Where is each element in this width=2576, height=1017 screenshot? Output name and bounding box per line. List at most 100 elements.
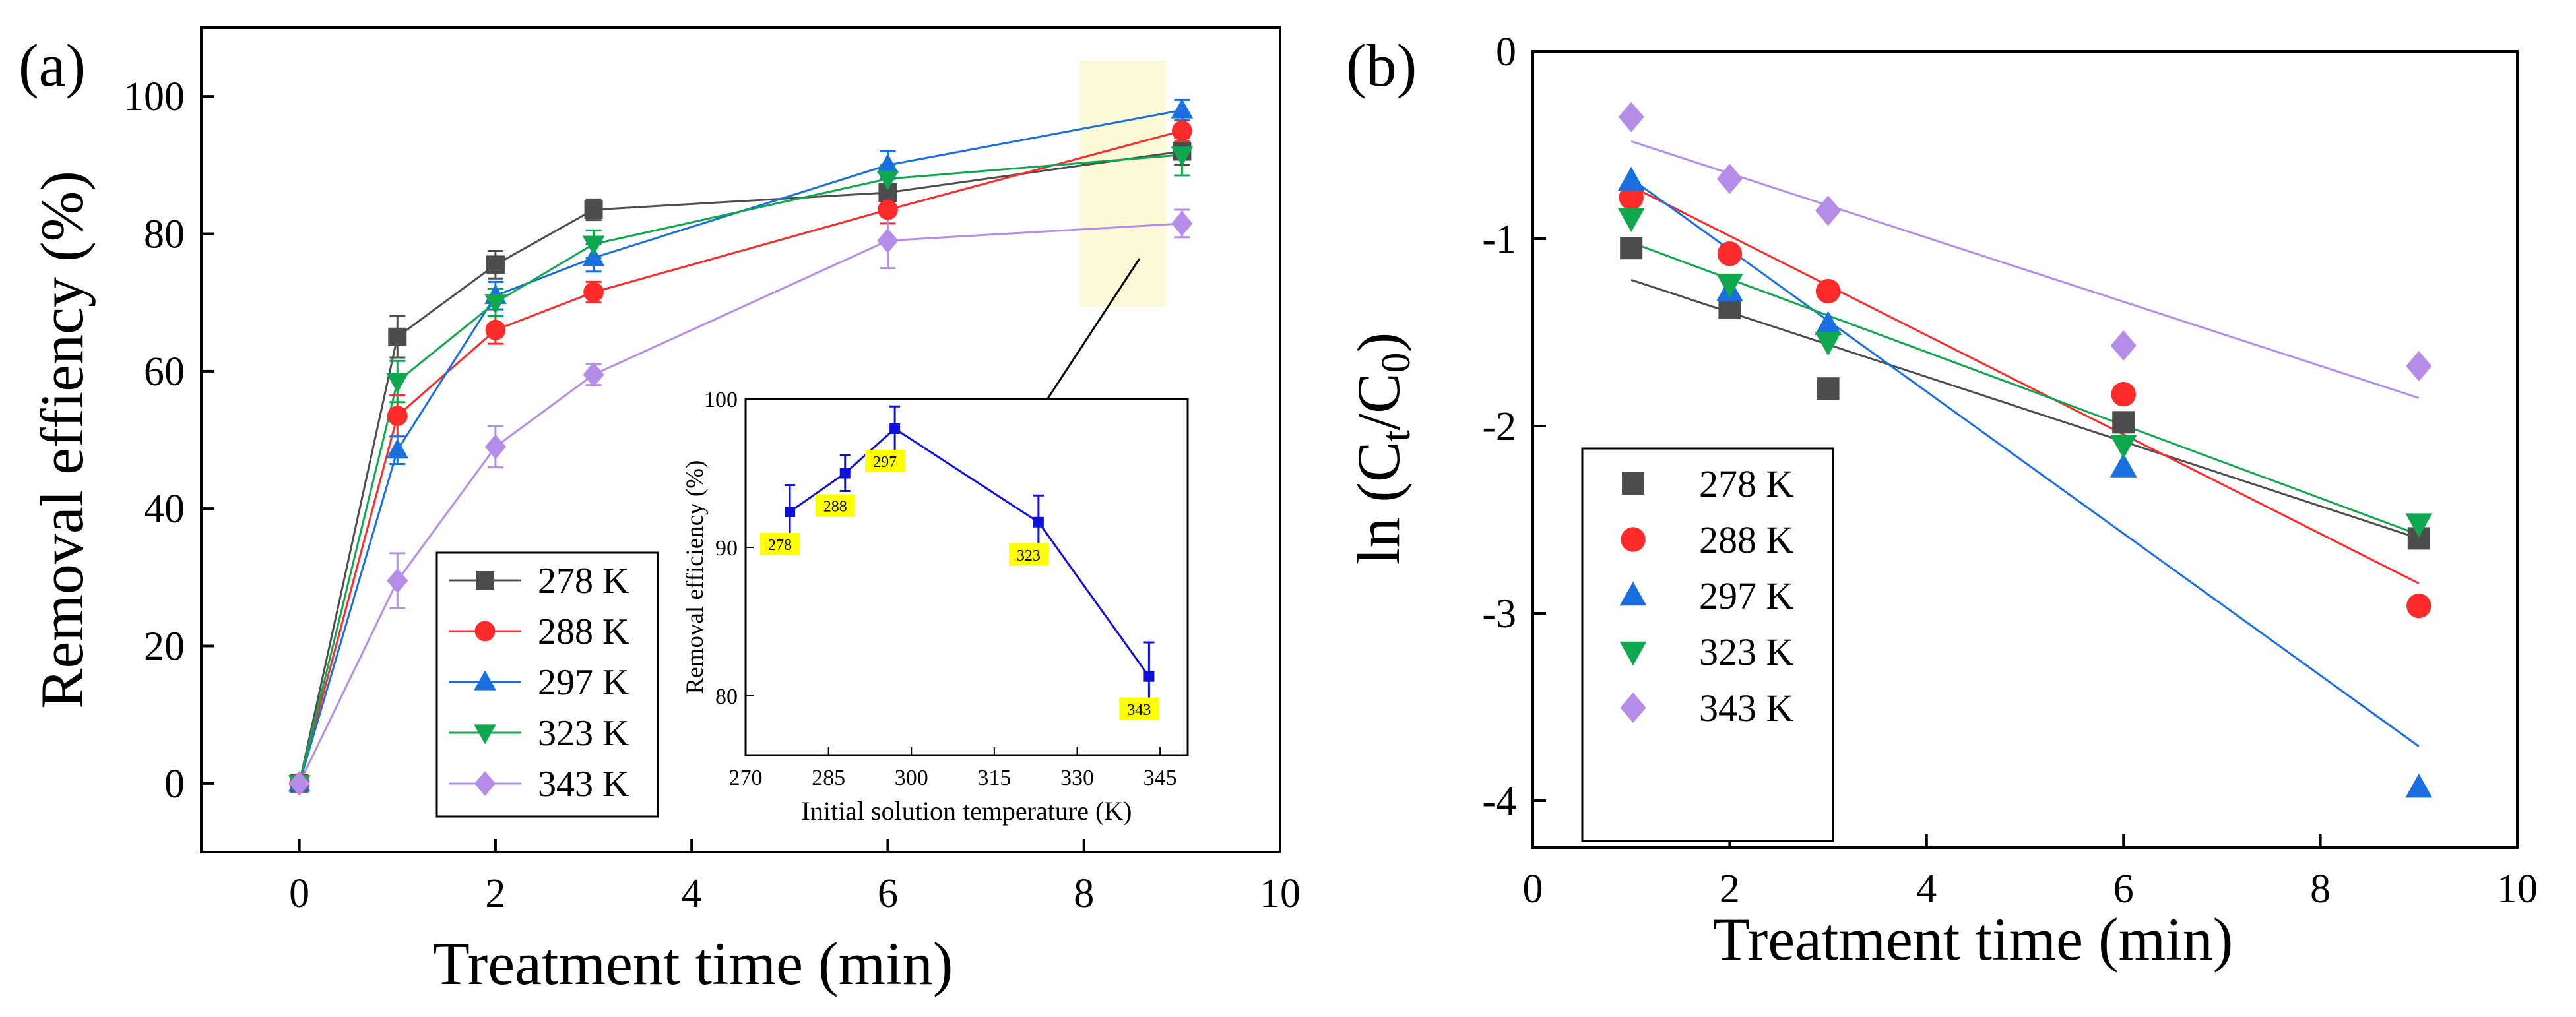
inset-chart: 278 288 297 323 343 270 285 300 315 330 345 80 90 1… xyxy=(682,258,1189,826)
legend-marker-278k xyxy=(476,571,494,590)
inset-frame xyxy=(744,398,1189,756)
panel-a-y-ticks: 0 20 40 60 80 100 xyxy=(123,75,214,807)
panel-b-x-axis-title: Treatment time (min) xyxy=(1713,906,2234,973)
data-point-323k xyxy=(582,235,605,256)
inset-point-label: 343 xyxy=(1127,702,1151,719)
data-point-288k xyxy=(878,199,898,220)
legend-marker-323k xyxy=(1619,641,1647,666)
data-point-278k xyxy=(1817,377,1840,400)
data-point-297k xyxy=(386,439,409,459)
panel-a-legend: 278 K 288 K 297 K 323 K 343 K xyxy=(435,551,659,818)
data-point-323k xyxy=(1171,146,1194,167)
panel-b-label: (b) xyxy=(1346,32,1417,99)
y-tick-label: 20 xyxy=(144,625,185,669)
inset-point-label: 288 xyxy=(823,499,847,516)
inset-y-tick-label: 90 xyxy=(715,536,738,561)
highlight-box xyxy=(1080,61,1166,307)
inset-x-ticks: 270 285 300 315 330 345 xyxy=(729,747,1177,790)
panel-b-x-ticks: 0 2 4 6 8 10 xyxy=(1523,834,2538,911)
legend-label: 288 K xyxy=(538,611,629,652)
inset-data-point xyxy=(839,468,851,479)
series-line-278k xyxy=(298,150,1182,784)
data-point-297k xyxy=(2405,773,2433,798)
data-point-343k xyxy=(387,568,408,594)
data-point-278k xyxy=(1620,237,1643,260)
panel-a-frame xyxy=(200,26,1281,853)
legend-label: 343 K xyxy=(1699,687,1794,729)
legend-marker-343k xyxy=(474,771,496,796)
y-tick-label: 0 xyxy=(1496,30,1516,75)
data-point-288k xyxy=(2406,593,2431,619)
legend-marker-278k xyxy=(1622,472,1644,495)
legend-label: 323 K xyxy=(538,713,629,754)
data-point-343k xyxy=(2406,351,2432,382)
inset-y-tick-label: 80 xyxy=(715,685,738,709)
x-tick-label: 0 xyxy=(1523,867,1543,911)
x-tick-label: 2 xyxy=(1720,867,1740,911)
inset-point-label: 297 xyxy=(873,454,897,471)
data-point-297k xyxy=(2109,453,2137,478)
legend-marker-288k xyxy=(1621,527,1646,552)
data-point-297k xyxy=(1815,311,1842,335)
legend-marker-297k xyxy=(474,670,496,691)
panel-a-x-axis-title: Treatment time (min) xyxy=(433,930,953,997)
data-point-323k xyxy=(1716,273,1743,298)
data-point-288k xyxy=(1717,241,1743,266)
y-tick-label: 40 xyxy=(144,487,185,532)
data-point-343k xyxy=(1171,210,1193,236)
data-point-278k xyxy=(486,255,505,274)
panel-a-x-ticks: 0 2 4 6 8 10 xyxy=(289,839,1301,916)
legend-marker-323k xyxy=(474,724,496,745)
legend-label: 297 K xyxy=(1699,574,1794,617)
data-point-323k xyxy=(2109,435,2137,459)
data-point-323k xyxy=(386,373,409,393)
data-point-343k xyxy=(288,770,310,796)
panel-a-lines xyxy=(298,109,1182,784)
panel-b-y-ticks: 0 -1 -2 -3 -4 xyxy=(1482,30,1546,824)
legend-label: 278 K xyxy=(538,561,629,601)
data-point-343k xyxy=(583,362,604,387)
inset-point-label-bg xyxy=(865,450,905,472)
inset-x-tick-label: 345 xyxy=(1143,766,1177,790)
inset-x-tick-label: 330 xyxy=(1060,766,1094,790)
y-tick-label: -3 xyxy=(1482,592,1516,636)
inset-data-point xyxy=(785,507,795,517)
x-tick-label: 10 xyxy=(2497,867,2538,911)
data-point-288k xyxy=(583,282,604,303)
panel-a: (a) 0 2 4 6 8 10 0 20 40 60 80 100 Treatment time … xyxy=(18,26,1301,997)
data-point-288k xyxy=(1171,120,1192,141)
inset-x-axis-title: Initial solution temperature (K) xyxy=(802,796,1132,826)
legend-frame xyxy=(435,551,659,818)
x-tick-label: 2 xyxy=(485,871,505,916)
inset-point-labels: 278 288 297 323 343 xyxy=(760,450,1159,720)
y-tick-label: -2 xyxy=(1482,404,1516,449)
series-line-343k xyxy=(298,222,1182,784)
x-tick-label: 8 xyxy=(1074,871,1094,916)
legend-label: 278 K xyxy=(1699,462,1794,505)
inset-data-point xyxy=(889,423,901,434)
legend-label: 343 K xyxy=(538,764,629,805)
data-point-323k xyxy=(1617,208,1645,233)
fit-line-297k xyxy=(1630,177,2420,747)
inset-y-ticks: 80 90 100 xyxy=(704,388,754,709)
data-point-343k xyxy=(484,434,507,460)
data-point-343k xyxy=(1716,164,1743,195)
data-point-297k xyxy=(1171,98,1194,119)
data-point-297k xyxy=(582,246,605,266)
panel-a-label: (a) xyxy=(18,32,86,99)
inset-data-point xyxy=(1033,516,1044,528)
data-point-323k xyxy=(1815,331,1842,356)
y-tick-label: 60 xyxy=(144,350,185,394)
fit-line-343k xyxy=(1630,140,2420,399)
legend-marker-297k xyxy=(1619,581,1647,606)
data-point-297k xyxy=(876,153,899,173)
y-tick-label: -4 xyxy=(1482,779,1516,824)
panel-a-markers xyxy=(288,98,1194,796)
series-line-323k xyxy=(298,154,1182,784)
y-tick-label: 0 xyxy=(164,762,185,807)
data-point-278k xyxy=(2112,411,2135,434)
inset-point-label-bg xyxy=(1008,543,1048,566)
x-tick-label: 6 xyxy=(878,871,898,916)
series-line-288k xyxy=(298,129,1182,784)
